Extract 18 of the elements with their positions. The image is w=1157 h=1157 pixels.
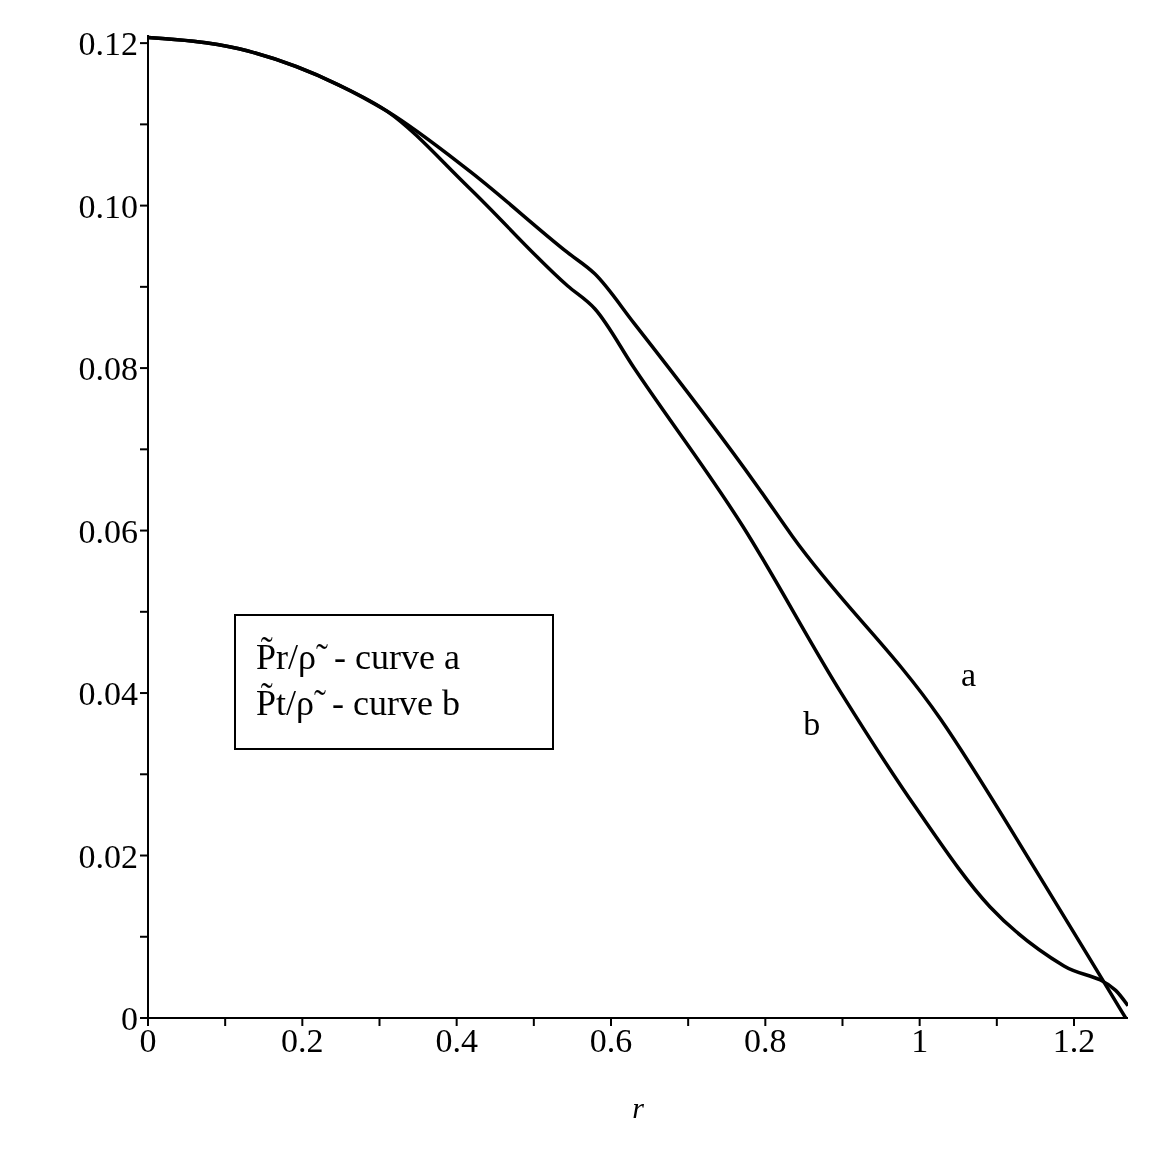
y-tick-label: 0.06: [78, 512, 138, 550]
x-tick-label: 0.2: [281, 1022, 324, 1060]
x-axis-title: r: [632, 1091, 645, 1124]
y-tick-label: 0.04: [78, 675, 138, 713]
x-tick-label: 1.2: [1052, 1022, 1096, 1060]
y-tick-label: 0.10: [78, 187, 138, 225]
text-box: P̃r/ρ̃ - curve a P̃t/ρ̃ - curve b: [234, 614, 554, 750]
series-label: a: [960, 655, 977, 693]
annotation: P̃r/ρ̃ - curve a: [255, 636, 461, 679]
x-tick-label: 1: [911, 1022, 929, 1060]
y-tick-label: 0.12: [78, 25, 138, 63]
y-tick-label: 0.08: [78, 350, 138, 388]
annotation: P̃t/ρ̃ - curve b: [255, 682, 461, 725]
x-tick-label: 0.8: [744, 1022, 787, 1060]
y-tick-label: 0.02: [78, 837, 138, 875]
x-tick-label: 0.6: [589, 1022, 633, 1060]
x-tick-label: 0.4: [435, 1022, 478, 1060]
series-label: b: [803, 705, 821, 743]
